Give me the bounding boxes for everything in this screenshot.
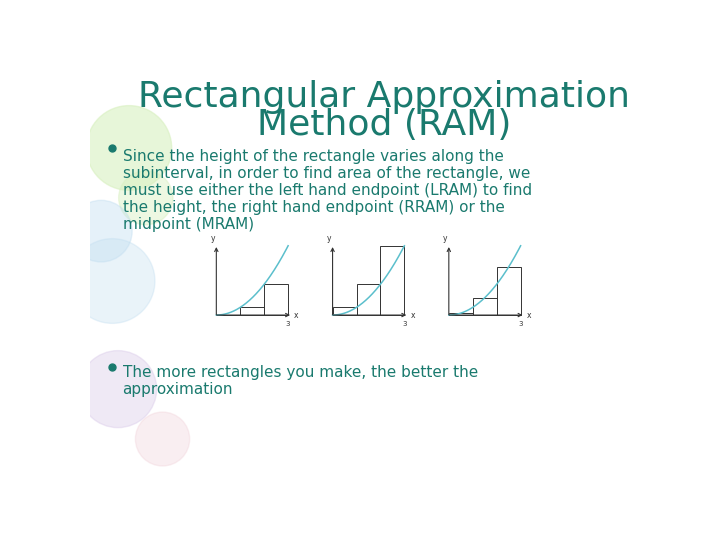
- Text: must use either the left hand endpoint (LRAM) to find: must use either the left hand endpoint (…: [122, 184, 531, 198]
- Bar: [240, 307, 264, 315]
- Text: approximation: approximation: [122, 382, 233, 397]
- Text: Since the height of the rectangle varies along the: Since the height of the rectangle varies…: [122, 150, 503, 165]
- Text: y: y: [327, 234, 331, 244]
- Text: subinterval, in order to find area of the rectangle, we: subinterval, in order to find area of th…: [122, 166, 530, 181]
- Circle shape: [70, 200, 132, 262]
- Bar: [497, 267, 521, 315]
- Text: x: x: [294, 310, 299, 320]
- Text: 3: 3: [286, 321, 290, 327]
- Circle shape: [70, 239, 155, 323]
- Text: The more rectangles you make, the better the: The more rectangles you make, the better…: [122, 365, 478, 380]
- Bar: [333, 307, 356, 315]
- Circle shape: [119, 171, 173, 225]
- Text: Rectangular Approximation: Rectangular Approximation: [138, 80, 631, 114]
- Bar: [449, 313, 473, 315]
- Circle shape: [86, 106, 171, 190]
- Bar: [380, 246, 405, 315]
- Circle shape: [135, 412, 189, 466]
- Text: Method (RAM): Method (RAM): [257, 108, 512, 142]
- Text: y: y: [443, 234, 448, 244]
- Text: midpoint (MRAM): midpoint (MRAM): [122, 217, 253, 232]
- Text: 3: 3: [402, 321, 407, 327]
- Circle shape: [79, 350, 157, 428]
- Bar: [473, 298, 497, 315]
- Text: x: x: [410, 310, 415, 320]
- Bar: [356, 284, 380, 315]
- Text: 3: 3: [518, 321, 523, 327]
- Bar: [264, 284, 288, 315]
- Text: x: x: [526, 310, 531, 320]
- Text: y: y: [211, 234, 215, 244]
- Text: the height, the right hand endpoint (RRAM) or the: the height, the right hand endpoint (RRA…: [122, 200, 505, 215]
